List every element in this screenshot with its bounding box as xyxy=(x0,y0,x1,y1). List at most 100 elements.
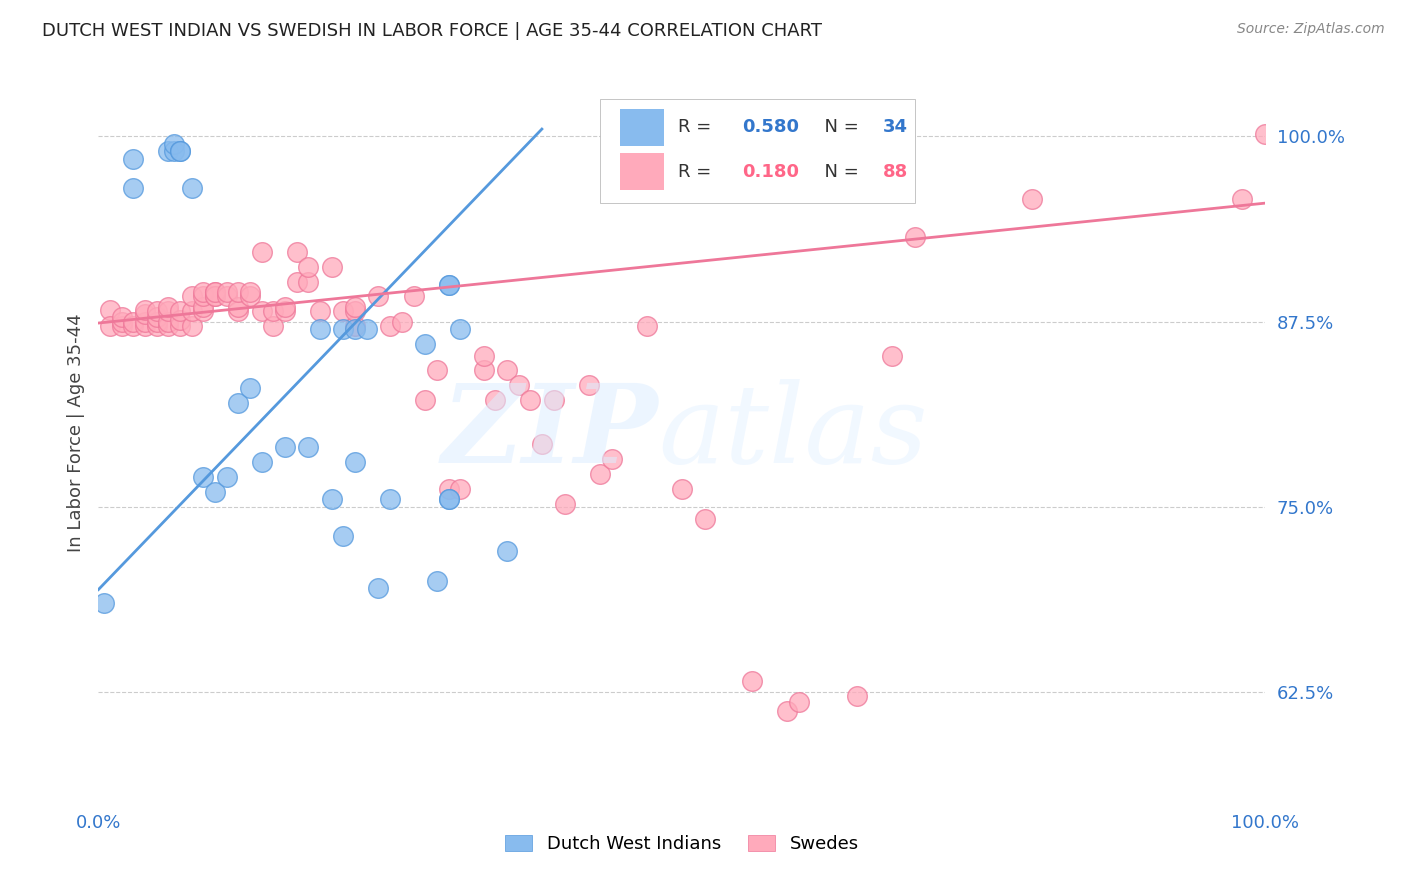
Point xyxy=(193,470,215,484)
Point xyxy=(437,277,460,292)
Point xyxy=(367,581,389,595)
Point xyxy=(426,574,449,588)
Point xyxy=(204,289,226,303)
Point xyxy=(122,181,145,195)
Point xyxy=(146,310,169,325)
Point xyxy=(169,304,191,318)
Point xyxy=(309,304,332,318)
Text: N =: N = xyxy=(813,162,865,180)
Point xyxy=(578,378,600,392)
Point xyxy=(111,310,134,325)
Point xyxy=(530,437,553,451)
Point xyxy=(309,322,332,336)
Y-axis label: In Labor Force | Age 35-44: In Labor Force | Age 35-44 xyxy=(66,313,84,552)
Point xyxy=(134,307,156,321)
Point xyxy=(157,304,180,318)
Point xyxy=(228,285,250,299)
Point xyxy=(776,704,799,718)
Point xyxy=(787,695,810,709)
Point xyxy=(285,275,308,289)
Point xyxy=(274,441,297,455)
Point xyxy=(519,392,541,407)
Text: 0.580: 0.580 xyxy=(742,118,800,136)
Point xyxy=(169,318,191,333)
Point xyxy=(380,318,402,333)
Point xyxy=(180,304,202,318)
Point xyxy=(250,455,273,469)
Point xyxy=(239,285,262,299)
Point xyxy=(344,300,367,314)
Point xyxy=(146,315,169,329)
Point xyxy=(554,497,576,511)
Point xyxy=(344,322,367,336)
Point xyxy=(741,674,763,689)
Point xyxy=(193,289,215,303)
Point xyxy=(262,304,284,318)
Point xyxy=(344,304,367,318)
Text: R =: R = xyxy=(679,162,717,180)
Point xyxy=(228,304,250,318)
Point xyxy=(297,275,319,289)
Point xyxy=(449,482,471,496)
Point xyxy=(180,289,202,303)
Point xyxy=(157,318,180,333)
Point xyxy=(274,300,297,314)
Point xyxy=(204,484,226,499)
Point xyxy=(344,318,367,333)
Point xyxy=(600,452,623,467)
Point xyxy=(228,300,250,314)
Point xyxy=(169,145,191,159)
Point xyxy=(332,322,354,336)
Point xyxy=(880,349,903,363)
Point xyxy=(163,136,186,151)
Text: Source: ZipAtlas.com: Source: ZipAtlas.com xyxy=(1237,22,1385,37)
Point xyxy=(636,318,658,333)
Point xyxy=(426,363,449,377)
Point xyxy=(543,392,565,407)
Point xyxy=(180,318,202,333)
Point xyxy=(122,152,145,166)
Point xyxy=(321,492,343,507)
Point xyxy=(122,318,145,333)
Point xyxy=(437,492,460,507)
Point xyxy=(157,300,180,314)
Point xyxy=(215,289,238,303)
Point xyxy=(98,318,121,333)
Point xyxy=(344,455,367,469)
Point xyxy=(250,244,273,259)
Text: ZIP: ZIP xyxy=(441,379,658,486)
Point xyxy=(193,300,215,314)
Point xyxy=(472,363,495,377)
Point xyxy=(589,467,612,481)
Point xyxy=(356,322,378,336)
FancyBboxPatch shape xyxy=(600,99,915,203)
Text: 88: 88 xyxy=(883,162,908,180)
Point xyxy=(449,322,471,336)
Point xyxy=(193,285,215,299)
Point xyxy=(146,318,169,333)
Point xyxy=(180,181,202,195)
Point xyxy=(134,318,156,333)
Point xyxy=(111,318,134,333)
Point xyxy=(332,304,354,318)
Point xyxy=(239,381,262,395)
Legend: Dutch West Indians, Swedes: Dutch West Indians, Swedes xyxy=(498,828,866,861)
Point xyxy=(1230,192,1253,206)
Point xyxy=(508,378,530,392)
Point xyxy=(157,315,180,329)
Point xyxy=(297,441,319,455)
Point xyxy=(250,304,273,318)
Point xyxy=(215,470,238,484)
FancyBboxPatch shape xyxy=(620,153,665,190)
Point xyxy=(134,302,156,317)
Point xyxy=(204,289,226,303)
Point xyxy=(274,304,297,318)
Point xyxy=(111,315,134,329)
Point xyxy=(134,315,156,329)
Point xyxy=(380,492,402,507)
Point xyxy=(484,392,506,407)
Point xyxy=(122,315,145,329)
Point xyxy=(391,315,413,329)
Point xyxy=(204,285,226,299)
Point xyxy=(1021,192,1043,206)
